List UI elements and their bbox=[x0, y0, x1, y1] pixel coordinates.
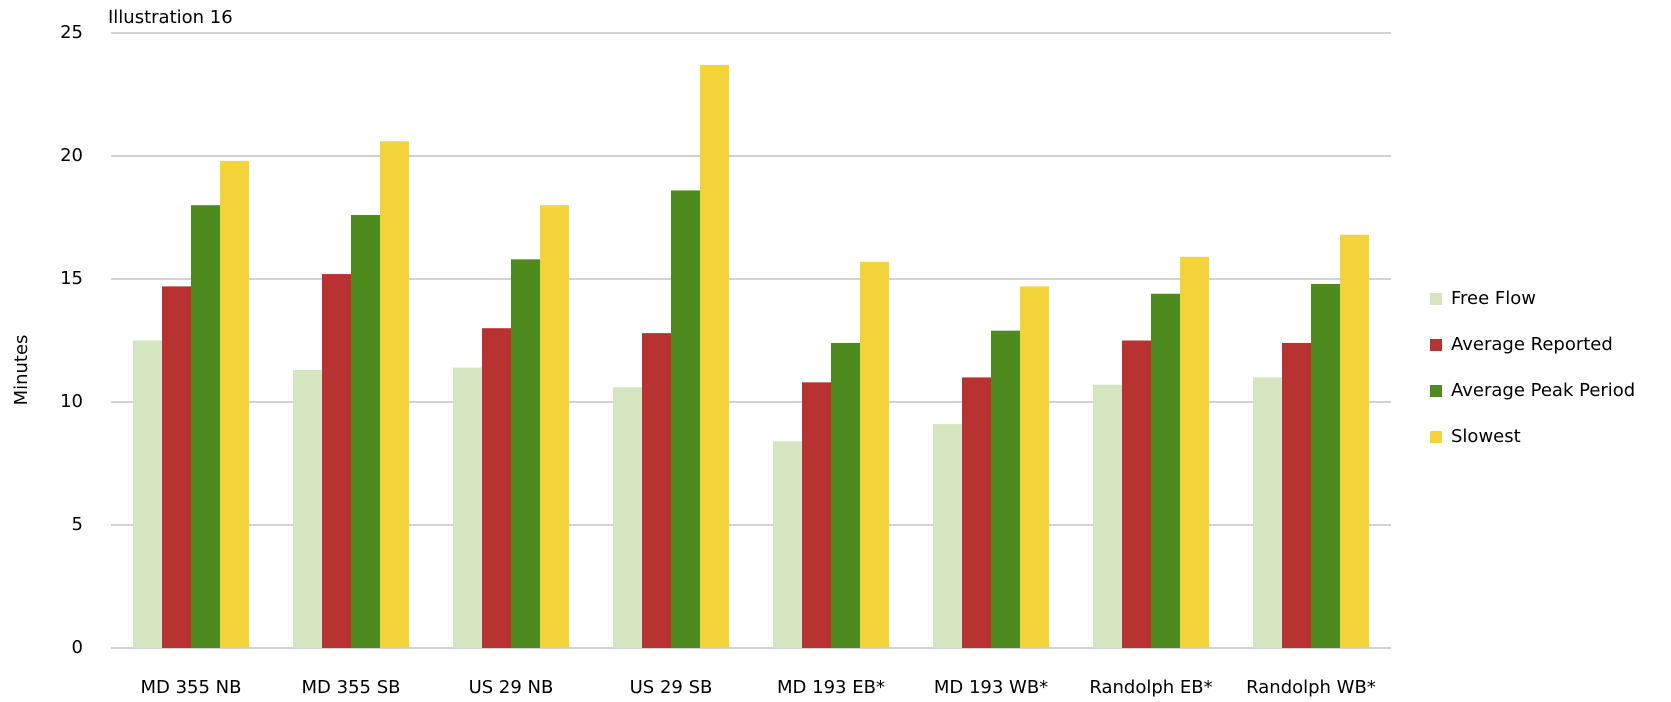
y-tick-label: 20 bbox=[60, 145, 83, 166]
x-tick-label: MD 193 EB* bbox=[777, 677, 885, 698]
bar bbox=[613, 387, 642, 648]
legend-label: Slowest bbox=[1451, 426, 1521, 447]
bar bbox=[1311, 283, 1340, 648]
bar bbox=[860, 261, 889, 648]
bar bbox=[642, 333, 671, 648]
y-tick-label: 0 bbox=[72, 637, 83, 658]
bar bbox=[351, 215, 380, 649]
x-tick-label: MD 355 SB bbox=[302, 677, 401, 698]
bar bbox=[773, 441, 802, 648]
x-tick-label: US 29 NB bbox=[469, 677, 554, 698]
bar bbox=[453, 367, 482, 648]
bar bbox=[700, 64, 729, 649]
y-tick-label: 10 bbox=[60, 391, 83, 412]
bar bbox=[1253, 377, 1282, 648]
bar bbox=[293, 370, 322, 648]
chart-title: Illustration 16 bbox=[108, 7, 233, 28]
bar bbox=[671, 190, 700, 648]
x-tick-label: Randolph EB* bbox=[1089, 677, 1212, 698]
x-tick-label: MD 193 WB* bbox=[934, 677, 1048, 698]
bar bbox=[511, 259, 540, 648]
bar bbox=[162, 286, 191, 648]
y-tick-label: 5 bbox=[72, 514, 83, 535]
y-tick-label: 15 bbox=[60, 268, 83, 289]
x-tick-label: US 29 SB bbox=[630, 677, 713, 698]
bar bbox=[933, 424, 962, 648]
bar bbox=[991, 330, 1020, 648]
x-tick-label: MD 355 NB bbox=[140, 677, 241, 698]
bar bbox=[1180, 256, 1209, 648]
legend-swatch bbox=[1430, 385, 1442, 397]
bar bbox=[831, 342, 860, 648]
bar bbox=[380, 141, 409, 649]
bar bbox=[1122, 340, 1151, 648]
bar bbox=[133, 340, 162, 648]
legend-label: Free Flow bbox=[1451, 288, 1536, 309]
bar bbox=[191, 205, 220, 648]
bar bbox=[802, 382, 831, 648]
bar bbox=[540, 205, 569, 648]
legend-swatch bbox=[1430, 431, 1442, 443]
bar bbox=[482, 328, 511, 648]
bar bbox=[962, 377, 991, 648]
y-tick-label: 25 bbox=[60, 22, 83, 43]
legend-label: Average Peak Period bbox=[1451, 380, 1635, 401]
bar bbox=[322, 274, 351, 648]
bar bbox=[1020, 286, 1049, 648]
bar bbox=[1093, 384, 1122, 648]
legend-label: Average Reported bbox=[1451, 334, 1613, 355]
bar bbox=[1282, 342, 1311, 648]
bar bbox=[1151, 293, 1180, 648]
bar bbox=[220, 160, 249, 649]
legend-swatch bbox=[1430, 339, 1442, 351]
legend-swatch bbox=[1430, 293, 1442, 305]
bar bbox=[1340, 234, 1369, 648]
y-axis-label: Minutes bbox=[11, 335, 32, 406]
x-tick-label: Randolph WB* bbox=[1246, 677, 1376, 698]
